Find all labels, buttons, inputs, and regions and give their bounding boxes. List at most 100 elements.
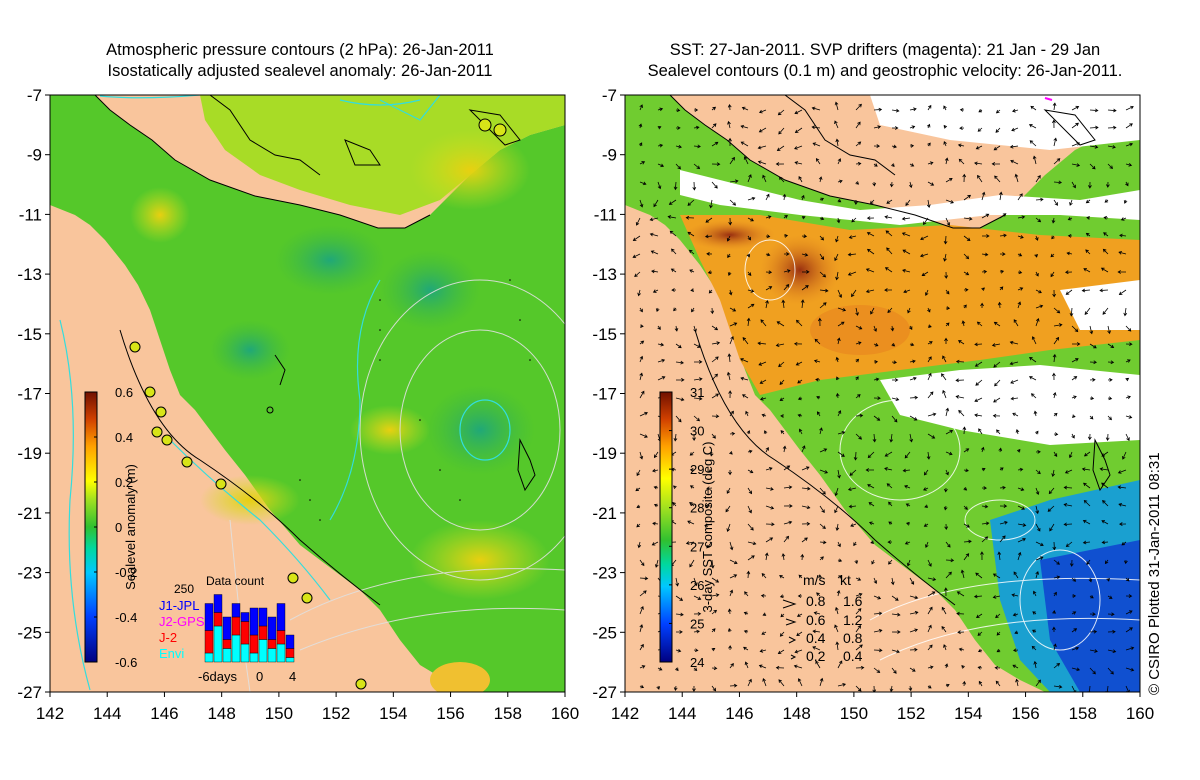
velocity-arrow <box>944 271 949 279</box>
velocity-arrow <box>1071 181 1076 189</box>
velocity-arrow <box>963 487 968 491</box>
velocity-arrow <box>906 559 911 567</box>
velocity-arrow <box>873 396 881 401</box>
velocity-arrow <box>919 253 929 258</box>
velocity-arrow <box>1035 487 1040 496</box>
velocity-arrow <box>927 161 934 165</box>
velocity-arrow <box>1035 289 1042 294</box>
velocity-arrow <box>689 468 695 472</box>
left-colorbar-title: Sealevel anomaly (m) <box>123 464 138 590</box>
velocity-arrow <box>711 325 719 331</box>
velocity-arrow <box>729 431 736 436</box>
velocity-arrow <box>1032 611 1037 615</box>
velocity-arrow <box>855 685 862 692</box>
colorbar-tick-label: 24 <box>690 655 704 670</box>
velocity-arrow <box>819 197 825 202</box>
velocity-arrow <box>1015 678 1019 687</box>
velocity-arrow <box>981 269 988 274</box>
velocity-arrow <box>993 397 1001 403</box>
y-tick-label: -15 <box>592 325 617 344</box>
velocity-arrow <box>1082 519 1091 525</box>
velocity-arrow <box>675 595 684 601</box>
velocity-arrow <box>673 433 678 442</box>
data-count-bar <box>249 634 259 654</box>
velocity-legend-kt-header: kt <box>840 572 851 588</box>
velocity-arrow <box>1125 646 1135 651</box>
velocity-arrow <box>848 504 857 509</box>
velocity-arrow <box>778 127 785 135</box>
velocity-arrow <box>744 591 749 597</box>
velocity-arrow <box>873 648 883 653</box>
velocity-arrow <box>711 162 721 167</box>
velocity-arrow <box>1012 648 1019 653</box>
velocity-arrow <box>1071 395 1077 399</box>
velocity-arrow <box>1031 645 1037 651</box>
velocity-arrow <box>797 396 803 401</box>
velocity-arrow <box>729 336 734 345</box>
colorbar-tick-label: 0 <box>115 520 122 535</box>
velocity-arrow <box>1052 372 1056 381</box>
velocity-arrow <box>945 178 953 183</box>
y-tick-label: -15 <box>17 325 42 344</box>
velocity-arrow <box>1086 559 1091 565</box>
velocity-arrow <box>729 179 739 184</box>
velocity-arrow <box>1107 667 1114 675</box>
velocity-arrow <box>837 198 842 203</box>
velocity-arrow <box>726 523 731 533</box>
velocity-arrow <box>1010 379 1019 384</box>
velocity-arrow <box>1125 123 1133 129</box>
velocity-arrow <box>1101 520 1109 525</box>
velocity-arrow <box>1052 610 1056 615</box>
velocity-arrow <box>855 644 863 651</box>
coastlines <box>669 95 1111 606</box>
velocity-arrow <box>765 467 773 471</box>
velocity-arrow <box>657 163 665 168</box>
velocity-arrow <box>993 145 1001 151</box>
velocity-arrow <box>1106 577 1111 582</box>
velocity-arrow <box>963 304 967 309</box>
velocity-legend-ms-header: m/s <box>803 572 826 588</box>
velocity-arrow <box>652 468 659 473</box>
velocity-arrow <box>891 108 900 113</box>
velocity-arrow <box>1015 429 1020 435</box>
velocity-arrow <box>762 174 767 183</box>
velocity-arrow <box>926 199 931 208</box>
velocity-arrow <box>926 123 931 129</box>
velocity-arrow <box>743 156 749 165</box>
velocity-arrow <box>1017 523 1027 527</box>
velocity-arrow <box>729 574 738 579</box>
velocity-arrow <box>649 232 659 237</box>
velocity-arrow <box>783 535 790 543</box>
velocity-arrow <box>783 233 789 238</box>
velocity-arrow <box>1052 119 1056 129</box>
velocity-arrow <box>997 301 1002 309</box>
velocity-arrow <box>902 249 911 255</box>
velocity-arrow <box>1067 217 1073 221</box>
data-count-bar <box>222 648 232 663</box>
velocity-arrow <box>741 394 749 399</box>
velocity-arrow <box>884 467 893 471</box>
velocity-arrow <box>1089 667 1096 675</box>
velocity-arrow <box>999 269 1005 274</box>
velocity-arrow <box>1053 307 1061 314</box>
velocity-arrow <box>740 358 749 363</box>
velocity-arrow <box>923 487 929 491</box>
x-tick-label: 152 <box>897 704 925 723</box>
velocity-arrow <box>1107 378 1113 382</box>
velocity-arrow <box>672 502 677 507</box>
velocity-arrow <box>639 576 649 581</box>
velocity-arrow <box>1087 433 1092 441</box>
velocity-arrow <box>960 569 965 579</box>
velocity-arrow <box>765 487 774 491</box>
velocity-arrow <box>711 393 720 399</box>
velocity-arrow <box>955 359 965 364</box>
velocity-arrow <box>652 289 659 293</box>
velocity-arrow <box>779 397 785 401</box>
velocity-arrow <box>837 430 846 435</box>
velocity-arrow <box>639 411 648 417</box>
velocity-arrow <box>873 360 879 364</box>
velocity-arrow <box>757 145 767 150</box>
velocity-arrow <box>847 487 857 492</box>
velocity-arrow <box>873 667 881 674</box>
velocity-arrow <box>693 667 698 672</box>
